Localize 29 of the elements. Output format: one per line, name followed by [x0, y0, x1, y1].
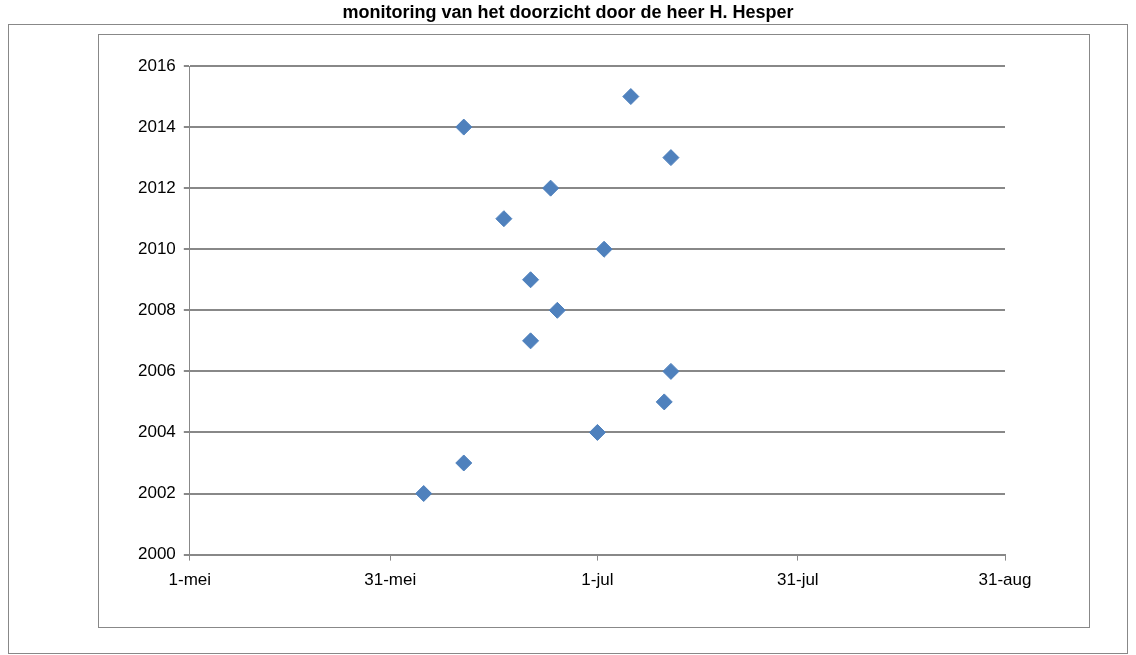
y-tick-label: 2016 — [137, 55, 176, 75]
point — [588, 423, 606, 441]
y-tick-label: 2002 — [137, 483, 176, 503]
y-tick-label: 2008 — [137, 299, 176, 319]
x-tick-label: 31-jul — [777, 570, 819, 590]
y-tick-label: 2000 — [137, 544, 176, 564]
y-tick-label: 2006 — [137, 361, 176, 381]
y-tick-label: 2012 — [137, 177, 176, 197]
point — [522, 332, 540, 350]
y-tick-label: 2010 — [137, 238, 176, 258]
x-tick-label: 31-mei — [364, 570, 417, 590]
y-tick-label: 2004 — [137, 422, 176, 442]
point — [662, 149, 680, 167]
point — [662, 362, 680, 380]
point — [595, 240, 613, 258]
y-tick-label: 2014 — [137, 116, 176, 136]
point — [455, 118, 473, 136]
point — [655, 393, 673, 411]
x-tick-label: 1-jul — [581, 570, 614, 590]
x-tick-label: 31-aug — [978, 570, 1032, 590]
point — [495, 210, 513, 228]
point — [455, 454, 473, 472]
point — [522, 271, 540, 289]
point — [415, 485, 433, 503]
point — [542, 179, 560, 197]
point — [622, 88, 640, 106]
point — [548, 301, 566, 319]
chart-title: monitoring van het doorzicht door de heer H. Hesper — [341, 2, 795, 23]
x-tick-label: 1-mei — [168, 570, 212, 590]
